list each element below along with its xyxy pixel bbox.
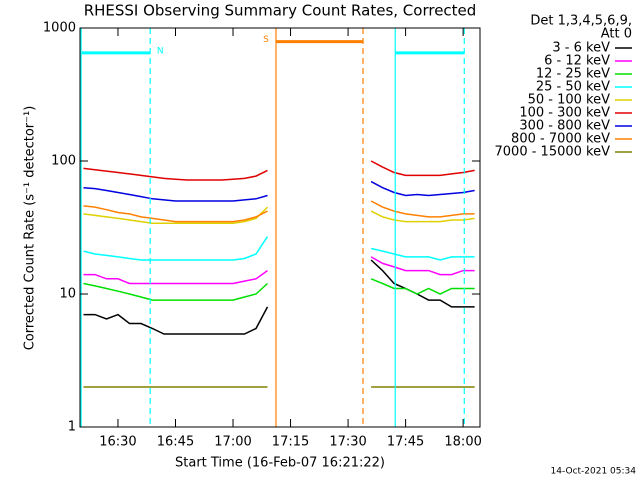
legend-header: Det 1,3,4,5,6,9, bbox=[530, 14, 632, 29]
flag-label: S bbox=[263, 35, 269, 45]
flag-label: N bbox=[157, 46, 164, 56]
plot-frame bbox=[79, 27, 481, 428]
legend-label: 800 - 7000 keV bbox=[511, 132, 610, 147]
legend-label: 12 - 25 keV bbox=[536, 67, 610, 82]
x-tick-label: 17:30 bbox=[329, 435, 366, 450]
legend-label: 25 - 50 keV bbox=[536, 80, 610, 95]
x-tick-label: 17:15 bbox=[272, 435, 309, 450]
series-line bbox=[83, 278, 475, 301]
legend-label: 6 - 12 keV bbox=[544, 54, 610, 69]
series-line bbox=[83, 200, 475, 223]
legend-header: Att 0 bbox=[601, 27, 632, 42]
y-axis-label: Corrected Count Rate (s⁻¹ detector⁻¹) bbox=[23, 106, 38, 351]
series-line bbox=[83, 206, 475, 225]
series-line bbox=[83, 180, 475, 202]
x-axis-label: Start Time (16-Feb-07 16:21:22) bbox=[175, 456, 385, 471]
x-tick-label: 17:45 bbox=[387, 435, 424, 450]
x-tick-label: 17:00 bbox=[214, 435, 251, 450]
y-tick-label: 100 bbox=[51, 154, 76, 169]
series-line bbox=[83, 259, 475, 335]
x-tick-label: 16:30 bbox=[99, 435, 136, 450]
legend-label: 50 - 100 keV bbox=[528, 93, 611, 108]
legend-label: 100 - 300 keV bbox=[519, 106, 610, 121]
chart-title: RHESSI Observing Summary Count Rates, Co… bbox=[84, 2, 477, 20]
x-tick-label: 18:00 bbox=[444, 435, 481, 450]
legend-label: 7000 - 15000 keV bbox=[495, 145, 611, 160]
y-tick-label: 10 bbox=[59, 287, 76, 302]
series-line bbox=[83, 236, 475, 261]
series-line bbox=[83, 256, 475, 285]
y-tick-label: 1000 bbox=[43, 21, 76, 36]
y-tick-label: 1 bbox=[68, 420, 76, 435]
series-line bbox=[83, 160, 475, 181]
timestamp: 14-Oct-2021 05:34 bbox=[551, 467, 637, 477]
legend-label: 3 - 6 keV bbox=[552, 41, 610, 56]
x-tick-label: 16:45 bbox=[157, 435, 194, 450]
legend-label: 300 - 800 keV bbox=[519, 119, 610, 134]
